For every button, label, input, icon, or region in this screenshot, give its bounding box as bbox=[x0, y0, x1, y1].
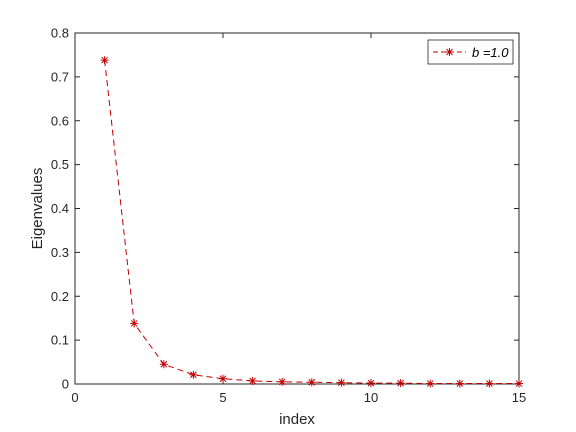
legend-label: b =1.0 bbox=[472, 45, 509, 60]
y-tick-label: 0.5 bbox=[51, 157, 69, 172]
data-point-marker bbox=[159, 360, 168, 369]
y-tick-label: 0 bbox=[62, 377, 69, 392]
x-tick-label: 5 bbox=[219, 390, 226, 405]
data-point-marker bbox=[278, 377, 287, 386]
data-point-marker bbox=[100, 56, 109, 65]
data-point-marker bbox=[219, 374, 227, 383]
y-tick-label: 0.4 bbox=[51, 201, 69, 216]
y-tick-label: 0.1 bbox=[51, 333, 69, 348]
data-point-marker bbox=[485, 379, 494, 388]
data-point-marker bbox=[515, 379, 523, 388]
data-point-marker bbox=[307, 378, 316, 387]
data-point-marker bbox=[248, 376, 257, 385]
y-tick-label: 0.2 bbox=[51, 289, 69, 304]
y-axis-ticks: 0 0.1 0.2 0.3 0.4 0.5 0.6 0.7 0.8 bbox=[51, 26, 519, 392]
y-tick-label: 0.3 bbox=[51, 245, 69, 260]
legend: b =1.0 bbox=[427, 39, 514, 65]
data-point-marker bbox=[189, 370, 198, 379]
plot-area bbox=[74, 32, 520, 385]
y-tick-label: 0.6 bbox=[51, 113, 69, 128]
data-point-marker bbox=[455, 379, 464, 388]
data-point-marker bbox=[396, 379, 405, 388]
y-tick-label: 0.7 bbox=[51, 69, 69, 84]
data-point-marker bbox=[130, 319, 139, 328]
x-tick-label: 15 bbox=[512, 390, 526, 405]
series-layer bbox=[100, 56, 523, 388]
x-tick-label: 10 bbox=[364, 390, 378, 405]
x-axis-title: index bbox=[279, 411, 315, 428]
x-axis-ticks: 0 5 10 15 bbox=[71, 33, 526, 405]
y-axis-title: Eigenvalues bbox=[29, 168, 46, 250]
x-tick-label: 0 bbox=[71, 390, 78, 405]
data-point-marker bbox=[367, 379, 375, 388]
data-point-marker bbox=[337, 378, 346, 387]
data-point-marker bbox=[426, 379, 435, 388]
legend-marker bbox=[445, 48, 454, 56]
y-tick-label: 0.8 bbox=[51, 26, 69, 41]
